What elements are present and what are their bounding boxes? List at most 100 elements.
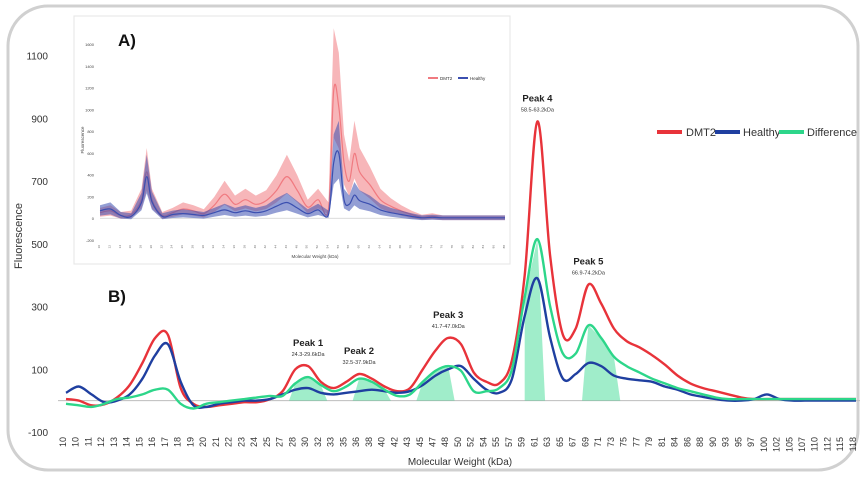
peak-range-label: 66.9-74.2kDa — [572, 271, 606, 277]
x-tick-label: 110 — [810, 437, 820, 451]
inset-x-tick: 72 — [419, 245, 423, 249]
inset-y-tick-label: -200 — [86, 238, 95, 243]
x-tick-label: 43 — [402, 437, 412, 447]
x-tick-label: 47 — [428, 437, 438, 447]
x-tick-label: 65 — [555, 437, 565, 447]
x-tick-label: 24 — [249, 437, 259, 447]
inset-x-tick: 28 — [190, 245, 194, 249]
inset-x-tick: 78 — [450, 245, 454, 249]
x-tick-label: 67 — [568, 437, 578, 447]
inset-y-tick-label: 1200 — [85, 86, 95, 91]
y-tick-label: -100 — [28, 428, 48, 439]
inset-y-axis-title: Fluorescence — [80, 126, 85, 154]
inset-x-tick: 86 — [492, 245, 496, 249]
inset-x-tick: 26 — [180, 245, 184, 249]
inset-x-tick: 66 — [388, 245, 392, 249]
x-tick-label: 36 — [351, 437, 361, 447]
peak-label: Peak 4 — [522, 94, 553, 105]
x-tick-label: 11 — [83, 437, 93, 446]
panel-label-b: B) — [108, 287, 126, 306]
inset-x-tick: 68 — [398, 245, 402, 249]
x-tick-label: 88 — [695, 437, 705, 447]
inset-x-tick: 20 — [149, 245, 153, 249]
y-tick-label: 700 — [31, 177, 48, 188]
inset-x-tick: 30 — [201, 245, 205, 249]
inset-x-tick: 64 — [377, 245, 381, 249]
x-tick-label: 71 — [593, 437, 603, 447]
x-tick-label: 45 — [415, 437, 425, 447]
inset-y-tick-label: 1600 — [85, 42, 95, 47]
peak-range-label: 32.5-37.9kDa — [343, 360, 377, 366]
x-tick-label: 27 — [275, 437, 285, 447]
x-tick-label: 97 — [746, 437, 756, 447]
y-axis-title: Fluorescence — [13, 203, 25, 269]
x-tick-label: 48 — [440, 437, 450, 447]
peak-range-label: 41.7-47.0kDa — [432, 324, 466, 330]
x-tick-label: 52 — [466, 437, 476, 447]
peak-shaded-area — [416, 366, 455, 401]
x-tick-label: 63 — [542, 437, 552, 447]
inset-x-tick: 54 — [325, 245, 329, 249]
panel-label-a: A) — [118, 31, 136, 50]
inset-x-tick: 12 — [107, 245, 111, 249]
inset-x-tick: 10 — [97, 245, 101, 249]
inset-x-tick: 52 — [315, 245, 319, 249]
legend-healthy-label: Healthy — [743, 127, 781, 139]
inset-x-tick: 32 — [211, 245, 215, 249]
x-tick-label: 75 — [619, 437, 629, 447]
x-tick-label: 81 — [657, 437, 667, 447]
x-tick-label: 23 — [236, 437, 246, 447]
inset-x-tick: 48 — [294, 245, 298, 249]
series-line-difference — [65, 237, 856, 410]
inset-y-tick-label: 1000 — [85, 107, 95, 112]
inset-x-tick: 74 — [429, 245, 433, 249]
inset-y-tick-label: 400 — [87, 173, 94, 178]
x-tick-label: 25 — [262, 437, 272, 447]
y-tick-label: 100 — [31, 365, 48, 376]
x-tick-label: 28 — [287, 437, 297, 447]
x-tick-label: 79 — [644, 437, 654, 447]
x-tick-label: 77 — [631, 437, 641, 447]
x-tick-label: 115 — [835, 437, 845, 451]
x-tick-label: 102 — [772, 437, 782, 452]
inset-x-tick: 24 — [170, 245, 174, 249]
x-tick-label: 10 — [71, 437, 81, 447]
inset-x-axis-title: Molecular Weight (kDa) — [292, 254, 339, 259]
x-tick-label: 30 — [300, 437, 310, 447]
inset-x-tick: 22 — [159, 245, 163, 249]
x-tick-label: 84 — [670, 437, 680, 447]
x-tick-label: 57 — [504, 437, 514, 447]
peak-shaded-area — [582, 325, 621, 401]
inset-y-tick-label: 0 — [92, 216, 95, 221]
inset-y-tick-label: 800 — [87, 129, 94, 134]
x-tick-label: 32 — [313, 437, 323, 447]
legend-difference-label: Difference — [807, 127, 857, 139]
x-tick-label: 42 — [389, 437, 399, 447]
x-tick-label: 14 — [122, 437, 132, 447]
x-tick-label: 12 — [96, 437, 106, 447]
x-tick-label: 40 — [377, 437, 387, 447]
x-tick-label: 59 — [517, 437, 527, 447]
peak-label: Peak 5 — [573, 257, 604, 268]
x-tick-label: 61 — [529, 437, 539, 447]
inset-x-tick: 14 — [118, 245, 122, 249]
inset-x-tick: 36 — [232, 245, 236, 249]
inset-x-tick: 34 — [222, 245, 226, 249]
y-tick-label: 300 — [31, 303, 48, 314]
y-tick-label: 1100 — [26, 52, 48, 63]
peak-label: Peak 3 — [433, 310, 463, 321]
peak-range-label: 24.3-29.6kDa — [292, 352, 326, 358]
inset-x-tick: 70 — [409, 245, 413, 249]
y-tick-label: 500 — [31, 240, 48, 251]
inset-x-tick: 50 — [305, 245, 309, 249]
x-tick-label: 18 — [173, 437, 183, 447]
y-tick-label: 900 — [31, 114, 48, 125]
inset-x-tick: 44 — [274, 245, 278, 249]
x-tick-label: 50 — [453, 437, 463, 447]
inset-x-tick: 38 — [242, 245, 246, 249]
x-axis-title: Molecular Weight (kDa) — [408, 457, 512, 468]
peak-shaded-area — [524, 239, 546, 401]
